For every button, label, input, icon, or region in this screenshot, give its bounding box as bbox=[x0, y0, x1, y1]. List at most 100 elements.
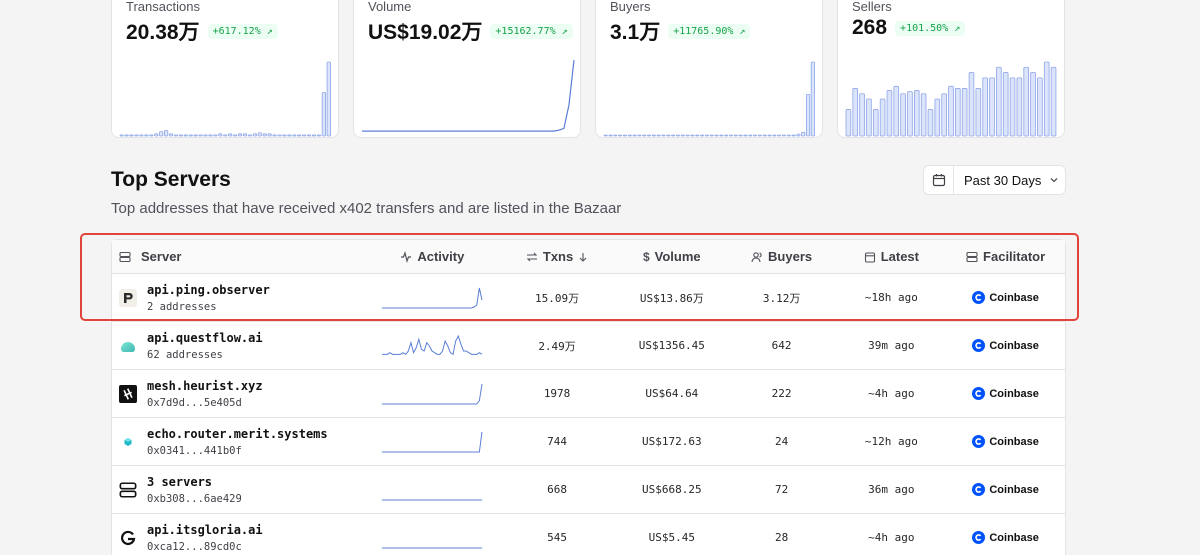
sparkline-bar bbox=[920, 93, 927, 137]
server-name[interactable]: api.itsgloria.ai bbox=[147, 522, 263, 537]
facilitator-link[interactable]: Coinbase bbox=[972, 387, 1039, 400]
sparkline-bar bbox=[752, 134, 758, 137]
column-header-buyers[interactable]: Buyers bbox=[727, 249, 837, 264]
server-icon bbox=[966, 251, 978, 262]
sort-down-icon[interactable] bbox=[578, 252, 588, 262]
sparkline-bar bbox=[228, 133, 233, 137]
sparkline-bar bbox=[262, 133, 267, 137]
arrows-exchange-icon bbox=[526, 252, 538, 261]
sparkline-bar bbox=[144, 134, 149, 137]
sparkline-bar bbox=[866, 98, 872, 137]
facilitator-link[interactable]: Coinbase bbox=[972, 291, 1039, 304]
sparkline-bar bbox=[709, 134, 714, 137]
sparkline-bar bbox=[948, 85, 954, 137]
sparkline-bar bbox=[149, 134, 154, 137]
sparkline-bar bbox=[223, 134, 228, 137]
buyers-cell: 642 bbox=[771, 339, 792, 352]
column-header-latest[interactable]: Latest bbox=[836, 249, 946, 264]
questflow-logo bbox=[119, 337, 137, 355]
date-range-label[interactable]: Past 30 Days bbox=[964, 172, 1042, 188]
volume-cell: US$5.45 bbox=[648, 531, 695, 544]
sparkline-bar bbox=[661, 134, 666, 137]
date-range-select[interactable]: Past 30 Days bbox=[923, 165, 1066, 195]
sparkline-bar bbox=[671, 134, 676, 137]
server-name[interactable]: mesh.heurist.xyz bbox=[147, 378, 263, 393]
gloria-logo bbox=[119, 529, 137, 547]
table-row[interactable]: echo.router.merit.systems 0x0341...441b0… bbox=[112, 418, 1065, 466]
sparkline-bar bbox=[173, 134, 179, 137]
column-header-txns[interactable]: Txns bbox=[497, 249, 617, 264]
sparkline-bar bbox=[237, 133, 243, 137]
table-header: Server Activity Txns $ Volume Buyers Lat… bbox=[112, 240, 1065, 274]
latest-cell: 39m ago bbox=[868, 339, 915, 352]
calendar-icon[interactable] bbox=[924, 166, 954, 194]
server-cell: mesh.heurist.xyz 0x7d9d...5e405d bbox=[112, 379, 367, 409]
sparkline-bar bbox=[178, 134, 184, 137]
facilitator-cell: Coinbase bbox=[946, 291, 1065, 304]
stat-change-badge: +11765.90% ↗ bbox=[668, 23, 751, 39]
sparkline-bar bbox=[675, 134, 681, 137]
sparkline-bar bbox=[203, 134, 208, 137]
stat-value-text: US$19.02万 bbox=[368, 21, 483, 44]
sparkline-bar bbox=[968, 72, 975, 137]
facilitator-link[interactable]: Coinbase bbox=[972, 339, 1039, 352]
latest-cell: ~12h ago bbox=[864, 435, 918, 448]
sparkline-bar bbox=[859, 93, 865, 137]
stat-card-sellers: Sellers 268 +101.50% ↗ bbox=[837, 0, 1065, 138]
sparkline-bar bbox=[267, 133, 272, 137]
section-subtitle: Top addresses that have received x402 tr… bbox=[111, 200, 622, 217]
table-row[interactable]: mesh.heurist.xyz 0x7d9d...5e405d 1978 US… bbox=[112, 370, 1065, 418]
server-name[interactable]: api.ping.observer bbox=[147, 282, 270, 297]
activity-cell bbox=[367, 286, 497, 310]
section-title: Top Servers bbox=[111, 168, 231, 191]
table-row[interactable]: api.itsgloria.ai 0xca12...89cd0c 545 US$… bbox=[112, 514, 1065, 555]
stat-label: Volume bbox=[368, 0, 412, 14]
activity-cell bbox=[367, 382, 497, 406]
buyers-cell: 72 bbox=[774, 483, 789, 496]
facilitator-link[interactable]: Coinbase bbox=[972, 531, 1039, 544]
sparkline-bar bbox=[772, 134, 777, 137]
column-header-facilitator[interactable]: Facilitator bbox=[946, 249, 1065, 264]
facilitator-name: Coinbase bbox=[989, 387, 1039, 400]
column-header-activity[interactable]: Activity bbox=[367, 249, 497, 264]
server-address: 0x0341...441b0f bbox=[147, 444, 242, 457]
server-name[interactable]: 3 servers bbox=[147, 474, 213, 489]
sparkline-bar bbox=[159, 131, 164, 137]
stat-sparkline bbox=[119, 61, 331, 137]
sparkline-bar bbox=[1023, 66, 1029, 137]
sparkline-bar bbox=[845, 109, 852, 137]
server-name[interactable]: api.questflow.ai bbox=[147, 330, 263, 345]
txns-cell: 668 bbox=[547, 483, 567, 496]
sparkline-bar bbox=[996, 66, 1002, 137]
sparkline-bar bbox=[777, 134, 782, 137]
table-row[interactable]: api.ping.observer 2 addresses 15.09万 US$… bbox=[112, 274, 1065, 322]
volume-cell: US$1356.45 bbox=[638, 339, 705, 352]
sparkline-bar bbox=[796, 133, 801, 137]
table-row[interactable]: api.questflow.ai 62 addresses 2.49万 US$1… bbox=[112, 322, 1065, 370]
sparkline-bar bbox=[791, 134, 796, 137]
server-cell: 3 servers 0xb308...6ae429 bbox=[112, 475, 367, 505]
server-name[interactable]: echo.router.merit.systems bbox=[147, 426, 328, 441]
server-text: echo.router.merit.systems 0x0341...441b0… bbox=[147, 427, 328, 457]
buyers-cell: 28 bbox=[774, 531, 789, 544]
sparkline-bar bbox=[719, 134, 724, 137]
column-header-volume[interactable]: $ Volume bbox=[617, 249, 727, 264]
buyers-cell: 3.12万 bbox=[762, 291, 801, 305]
sparkline-bar bbox=[982, 77, 988, 137]
sparkline-bar bbox=[1043, 61, 1050, 137]
server-address: 0xb308...6ae429 bbox=[147, 492, 242, 505]
sparkline-bar bbox=[767, 134, 772, 137]
sparkline-bar bbox=[728, 134, 734, 137]
sparkline-bar bbox=[139, 134, 144, 137]
facilitator-link[interactable]: Coinbase bbox=[972, 435, 1039, 448]
sparkline-bar bbox=[1002, 72, 1009, 137]
sparkline-bar bbox=[292, 134, 297, 137]
table-row[interactable]: 3 servers 0xb308...6ae429 668 US$668.25 … bbox=[112, 466, 1065, 514]
stat-sparkline bbox=[362, 59, 575, 132]
facilitator-link[interactable]: Coinbase bbox=[972, 483, 1039, 496]
column-header-server[interactable]: Server bbox=[112, 249, 367, 264]
chevron-down-icon[interactable] bbox=[1043, 175, 1065, 185]
facilitator-name: Coinbase bbox=[989, 339, 1039, 352]
sparkline-line bbox=[362, 59, 575, 132]
stats-row: Transactions 20.38万 +617.12% ↗ Volume US$… bbox=[111, 0, 1065, 138]
